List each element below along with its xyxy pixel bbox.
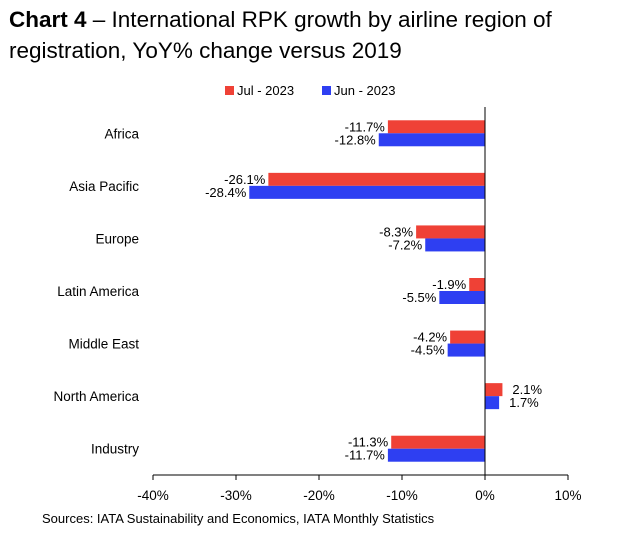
data-label: -12.8% — [335, 132, 377, 147]
bar — [268, 172, 485, 186]
bar — [249, 185, 485, 199]
bar — [447, 343, 485, 357]
data-label: 1.7% — [509, 395, 539, 410]
bar — [485, 396, 500, 410]
bar — [387, 448, 485, 462]
legend-label-2: Jun - 2023 — [334, 83, 395, 98]
x-tick-label: 0% — [475, 488, 495, 503]
chart-title: Chart 4 – International RPK growth by ai… — [9, 4, 609, 66]
data-label: -1.9% — [432, 277, 466, 292]
bar — [425, 238, 485, 252]
bar — [485, 383, 503, 397]
source-note: Sources: IATA Sustainability and Economi… — [42, 511, 435, 526]
bars: Africa -11.7%-12.8%Asia Pacific -26.1%-28.… — [53, 119, 542, 462]
category-label: Middle East — [68, 337, 139, 352]
x-tick-label: -40% — [137, 488, 169, 503]
data-label: -11.7% — [345, 448, 386, 463]
legend: Jul - 2023 Jun - 2023 — [225, 83, 395, 98]
bar — [378, 133, 485, 147]
x-tick-label: -30% — [220, 488, 252, 503]
data-label: -26.1% — [224, 172, 266, 187]
chart-title-lead: Chart 4 — [9, 7, 87, 32]
bar — [450, 330, 485, 344]
x-tick-label: -10% — [386, 488, 418, 503]
x-tick-label: 10% — [554, 488, 581, 503]
bar — [391, 435, 485, 449]
category-label: Latin America — [57, 284, 139, 299]
x-tick-label: -20% — [303, 488, 335, 503]
data-label: -28.4% — [205, 185, 247, 200]
legend-swatch-1 — [225, 86, 234, 95]
category-label: Industry — [91, 442, 139, 457]
category-label: North America — [53, 389, 139, 404]
legend-label-1: Jul - 2023 — [237, 83, 294, 98]
category-label: Africa — [104, 126, 139, 141]
bar — [416, 225, 485, 239]
x-axis: -40% -30% -20% -10% 0% 10% — [137, 107, 582, 503]
data-label: -8.3% — [379, 224, 413, 239]
bar — [439, 291, 485, 304]
data-label: -11.3% — [348, 435, 389, 450]
category-label: Asia Pacific — [69, 179, 139, 194]
data-label: -7.2% — [388, 237, 422, 252]
data-label: -11.7% — [345, 119, 386, 134]
data-label: -5.5% — [402, 290, 436, 305]
data-label: -4.5% — [411, 343, 445, 358]
legend-swatch-2 — [322, 86, 331, 95]
bar — [469, 278, 485, 291]
chart-title-text: – International RPK growth by airline re… — [9, 7, 552, 63]
category-label: Europe — [95, 231, 139, 246]
data-label: 2.1% — [512, 382, 542, 397]
bar — [387, 120, 485, 134]
data-label: -4.2% — [413, 330, 447, 345]
